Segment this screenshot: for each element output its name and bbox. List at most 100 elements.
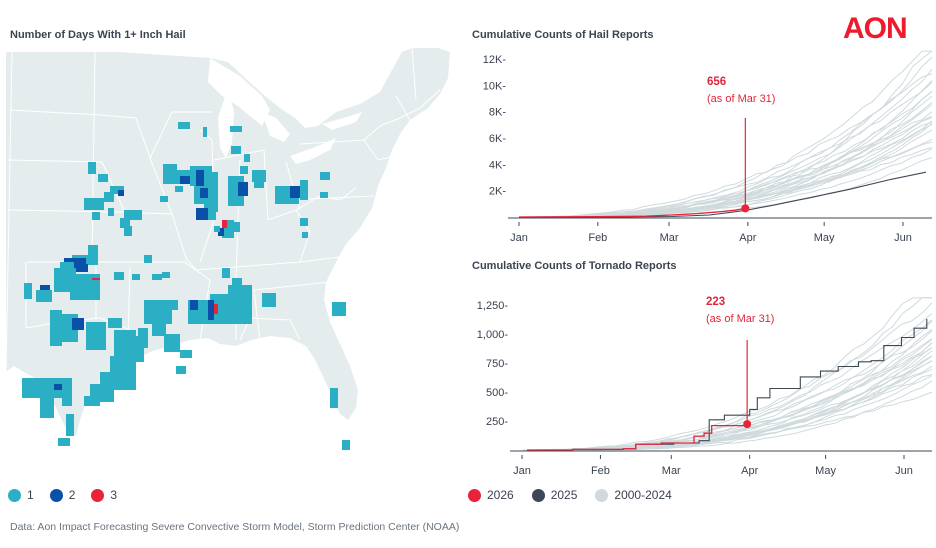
legend-label: 3 <box>110 488 118 502</box>
map-state-border <box>149 157 173 215</box>
x-tick-label: May <box>815 465 836 477</box>
hail-cell-1-day <box>36 290 52 302</box>
map-legend: 1 2 3 <box>8 488 133 502</box>
legend-dot-icon <box>595 488 609 502</box>
legend-dot-icon <box>49 488 63 502</box>
hail-cell-1-day <box>240 166 248 174</box>
series-line-2026 <box>518 207 746 218</box>
hail-cell-1-day <box>98 174 108 182</box>
series-line-2025 <box>518 171 927 218</box>
x-tick-label: Jan <box>510 232 528 244</box>
hail-cell-1-day <box>262 293 276 307</box>
y-tick-label: 8K- <box>489 107 506 119</box>
hail-cell-1-day <box>50 388 64 398</box>
map-lake <box>218 88 234 158</box>
y-tick-label: 750- <box>486 358 508 370</box>
legend-label: 1 <box>27 488 34 502</box>
hail-cell-1-day <box>108 318 122 328</box>
hail-cell-2-days <box>72 318 84 330</box>
hail-cell-1-day <box>108 208 114 216</box>
annotation-value: 656 <box>707 76 726 88</box>
map-state-border <box>127 267 131 341</box>
hail-cell-1-day <box>164 300 178 310</box>
hail-cell-1-day <box>175 186 183 192</box>
x-tick-label: Jan <box>513 465 531 477</box>
legend-label: 2 <box>68 488 76 502</box>
aon-logo: AON <box>843 12 908 45</box>
hail-chart: 2K- 4K- 6K- 8K- 10K- 12K- Jan Feb Mar Apr May Jun 65… <box>483 50 933 244</box>
hail-cell-1-day <box>228 285 252 297</box>
hail-cell-1-day <box>176 366 186 374</box>
hail-cell-1-day <box>252 170 266 182</box>
hail-cell-1-day <box>124 210 142 220</box>
hail-cell-2-days <box>196 170 204 186</box>
y-tick-label: 2K- <box>489 186 506 198</box>
hail-cell-1-day <box>144 255 152 263</box>
map-state-border <box>7 209 119 213</box>
hail-cell-1-day <box>203 127 207 137</box>
map-legend-item: 1 <box>8 488 34 502</box>
hail-cell-1-day <box>152 320 166 336</box>
hail-cell-1-day <box>164 334 180 352</box>
hail-cell-1-day <box>88 162 96 174</box>
map-state-border <box>99 114 151 159</box>
hail-cell-1-day <box>332 302 346 316</box>
hail-cell-1-day <box>222 294 252 324</box>
hail-cell-1-day <box>222 268 230 278</box>
annotation-note: (as of Mar 31) <box>707 93 775 105</box>
map-state-border <box>411 47 417 101</box>
x-tick-label: Mar <box>660 232 679 244</box>
series-line-2000-2024 <box>525 56 933 218</box>
hail-cell-1-day <box>152 274 162 280</box>
hail-cell-1-day <box>231 146 241 154</box>
x-tick-label: Jun <box>894 232 912 244</box>
hail-cell-2-days <box>118 190 124 196</box>
map-state-border <box>213 149 269 221</box>
map-title: Number of Days With 1+ Inch Hail <box>10 29 186 41</box>
map-state-border <box>9 109 101 116</box>
series-line-2000-2024 <box>524 302 933 451</box>
hail-cell-2-days <box>208 300 214 320</box>
hail-cell-1-day <box>104 192 114 202</box>
map-state-border <box>249 317 301 341</box>
hail-cell-2-days <box>238 182 248 196</box>
y-tick-label: 250- <box>486 416 508 428</box>
hail-cell-2-days <box>196 208 208 220</box>
hail-cell-1-day <box>84 396 96 406</box>
hail-cell-1-day <box>320 172 330 180</box>
map-legend-item: 3 <box>91 488 117 502</box>
x-tick-label: Mar <box>662 465 681 477</box>
hail-cell-2-days <box>218 228 224 236</box>
series-line-2000-2024 <box>522 360 933 451</box>
hail-cell-3-days <box>214 304 218 314</box>
hail-cell-1-day <box>208 206 216 220</box>
map-state-border <box>149 111 173 159</box>
hail-cell-1-day <box>302 232 308 238</box>
x-tick-label: Apr <box>739 232 756 244</box>
hail-cell-1-day <box>86 322 106 350</box>
hail-cell-1-day <box>88 245 98 257</box>
series-line-2000-2024 <box>528 320 933 451</box>
map-legend-item: 2 <box>49 488 76 502</box>
annotation-point <box>741 204 750 213</box>
hail-cell-1-day <box>66 414 74 436</box>
tornado-chart: 250- 500- 750- 1,000- 1,250- Jan Feb Mar Apr May J… <box>477 296 933 477</box>
series-legend: 2026 2025 2000-2024 <box>468 488 688 502</box>
series-line-2000-2024 <box>535 50 932 218</box>
hail-cell-1-day <box>162 272 170 278</box>
hail-cell-1-day <box>230 126 242 132</box>
tornado-chart-title: Cumulative Counts of Tornado Reports <box>472 260 677 272</box>
annotation-note: (as of Mar 31) <box>706 313 774 325</box>
hail-cell-1-day <box>178 122 190 129</box>
x-tick-label: Apr <box>741 465 758 477</box>
hail-cell-1-day <box>300 180 308 200</box>
legend-label: 2000-2024 <box>614 488 672 502</box>
series-legend-item: 2026 <box>468 488 514 502</box>
legend-dot-icon <box>468 488 481 502</box>
hail-days-map <box>5 47 450 450</box>
hail-cell-1-day <box>80 280 100 300</box>
hail-cell-1-day <box>232 278 242 286</box>
hail-cell-3-days <box>222 220 227 228</box>
x-tick-label: May <box>814 232 835 244</box>
